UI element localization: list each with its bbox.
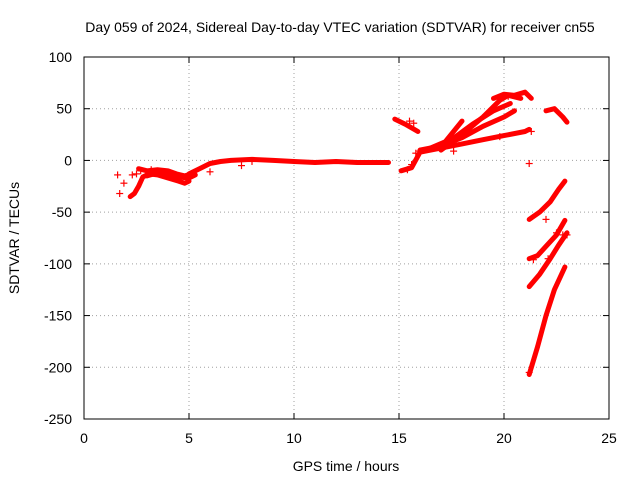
data-point-plus: [544, 255, 552, 263]
data-point-plus: [406, 117, 413, 125]
data-marks: [114, 89, 571, 377]
data-point-plus: [525, 160, 533, 168]
series-late-peak: [491, 89, 534, 101]
chart-title: Day 059 of 2024, Sidereal Day-to-day VTE…: [85, 19, 595, 35]
data-point-plus: [563, 231, 571, 239]
data-point-plus: [525, 368, 533, 376]
data-point-plus: [553, 229, 560, 237]
data-point-plus: [114, 171, 122, 179]
data-point-plus: [496, 133, 504, 141]
series-dive-1: [526, 178, 568, 222]
data-point-plus: [527, 127, 535, 135]
y-tick-label: -150: [44, 308, 72, 324]
data-point-plus: [412, 149, 420, 157]
y-axis-label: SDTVAR / TECUs: [6, 182, 22, 294]
data-point-plus: [120, 179, 128, 187]
data-point-plus: [206, 168, 214, 176]
y-tick-label: 100: [49, 49, 73, 65]
data-point-plus: [248, 157, 256, 165]
y-tick-label: -100: [44, 256, 72, 272]
x-tick-label: 0: [80, 430, 88, 446]
x-tick-label: 10: [286, 430, 302, 446]
series-day: [186, 156, 391, 177]
data-point-plus: [147, 166, 155, 174]
data-point-plus: [238, 162, 245, 170]
y-tick-label: -200: [44, 359, 72, 375]
y-tick-label: 50: [56, 101, 72, 117]
data-point-plus: [408, 161, 416, 169]
x-axis-label: GPS time / hours: [293, 458, 400, 474]
series-night-fan-5: [428, 118, 465, 151]
x-tick-label: 20: [496, 430, 512, 446]
data-point-plus: [542, 215, 550, 223]
series-night-fan-1: [398, 126, 532, 174]
plot-frame: [83, 56, 610, 420]
y-tick-label: -250: [44, 411, 72, 427]
data-point-plus: [416, 147, 424, 155]
data-point-plus: [137, 167, 145, 175]
data-point-plus: [403, 166, 411, 174]
x-tick-label: 5: [185, 430, 193, 446]
data-point-plus: [410, 119, 418, 127]
axis-ticks: 0 5 10 15 20 25 100 50 0 -50 -100 -150 -200 -250: [44, 49, 617, 446]
data-point-plus: [450, 147, 458, 155]
data-point-plus: [128, 171, 136, 179]
data-point-plus: [133, 170, 140, 178]
series-night-high: [392, 116, 421, 134]
series-dive-2: [526, 217, 568, 262]
y-tick-label: 0: [64, 152, 72, 168]
series-early-mid: [144, 170, 198, 181]
data-point-plus: [116, 190, 124, 198]
data-point-plus: [504, 92, 512, 100]
x-tick-label: 15: [391, 430, 407, 446]
series-late-arc: [543, 106, 570, 125]
x-tick-label: 25: [601, 430, 617, 446]
series-dive-4: [526, 264, 568, 377]
data-point-plus: [529, 256, 537, 264]
y-tick-label: -50: [52, 204, 72, 220]
